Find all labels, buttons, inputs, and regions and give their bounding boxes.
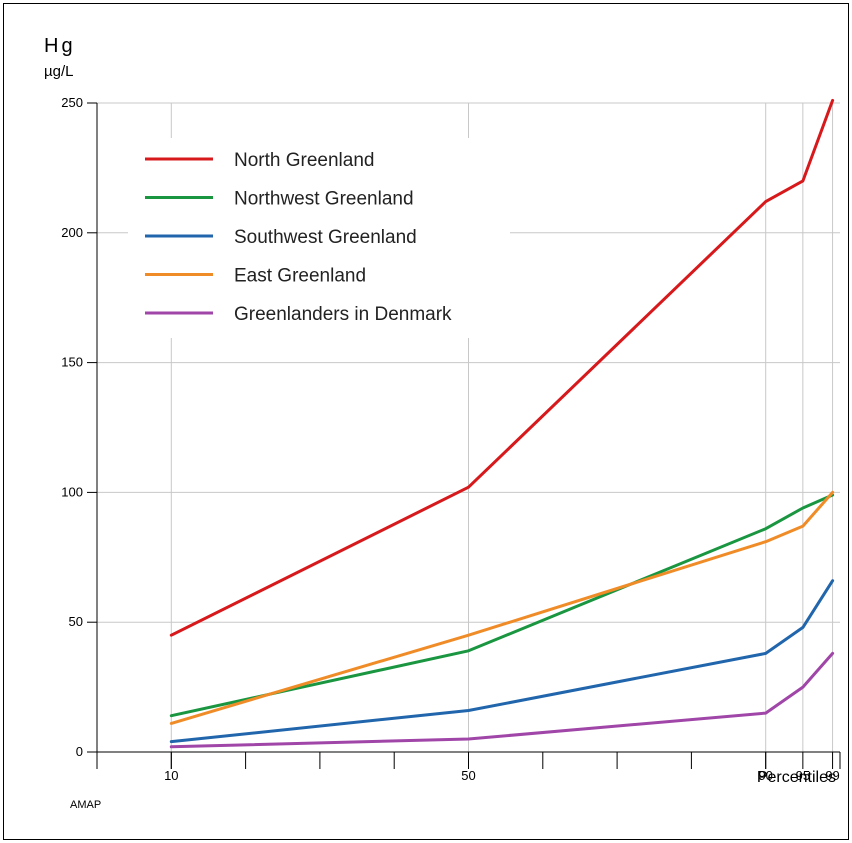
series-line: [169, 493, 835, 718]
legend: North Greenland Northwest Greenland Southw…: [145, 150, 452, 325]
legend-label: East Greenland: [234, 266, 366, 287]
legend-label: Southwest Greenland: [234, 227, 417, 248]
y-tick-label: 0: [76, 744, 83, 759]
y-axis-unit: µg/L: [44, 63, 74, 80]
legend-label: Northwest Greenland: [234, 189, 414, 210]
x-tick-label: 95: [796, 768, 810, 783]
x-tick-label: 90: [758, 768, 772, 783]
grid-lines: [97, 102, 840, 752]
series-line: [169, 579, 835, 744]
series-line: [169, 651, 835, 749]
y-tick-label: 100: [61, 484, 83, 499]
legend-label: Greenlanders in Denmark: [234, 304, 452, 325]
y-axis-title: Hg: [44, 35, 76, 57]
y-tick-label: 250: [61, 95, 83, 110]
series-lines: [169, 98, 835, 749]
x-tick-label: 50: [461, 768, 475, 783]
y-axis-ticks: 0 50 100 150 200 250: [61, 95, 97, 759]
y-tick-label: 200: [61, 225, 83, 240]
series-line: [169, 490, 835, 725]
legend-background: [128, 138, 510, 338]
x-tick-label: 99: [825, 768, 839, 783]
source-label: AMAP: [70, 799, 101, 811]
x-tick-label: 10: [164, 768, 178, 783]
x-axis-ticks: 10 50 90 95 99: [96, 752, 841, 783]
y-tick-label: 150: [61, 355, 83, 370]
x-axis-title: Percentiles: [757, 769, 836, 786]
legend-label: North Greenland: [234, 150, 374, 171]
series-line: [169, 98, 835, 637]
y-tick-label: 50: [69, 614, 83, 629]
